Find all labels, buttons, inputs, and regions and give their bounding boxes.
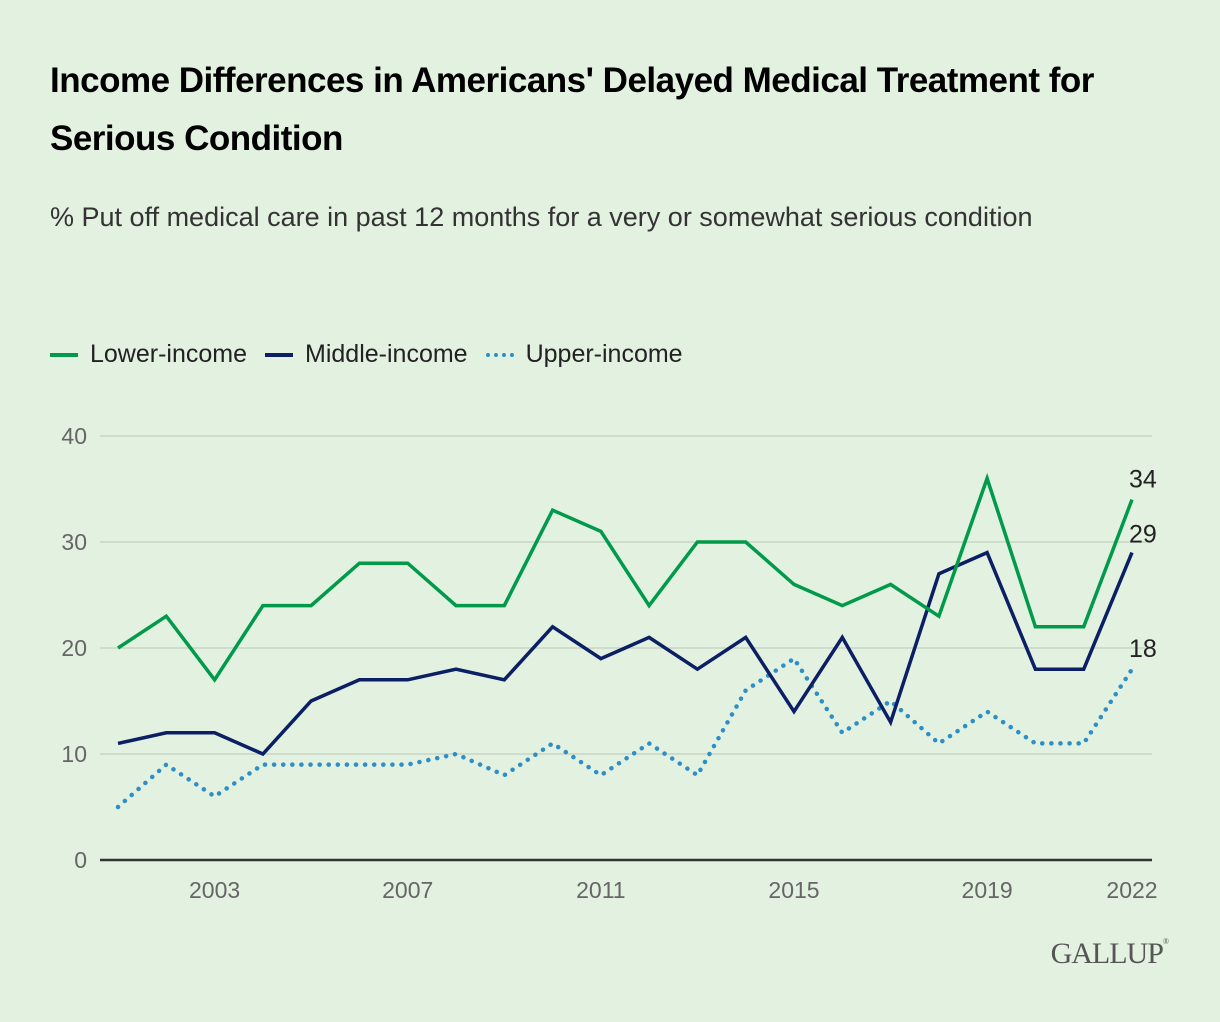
x-tick-label: 2015 [768, 877, 819, 903]
x-tick-label: 2007 [382, 877, 433, 903]
legend-label-lower-income: Lower-income [90, 340, 248, 368]
series-line-middle-income [117, 550, 1134, 757]
legend-swatch-lower-income [50, 352, 78, 357]
y-tick-label: 0 [74, 847, 87, 873]
legend-label-middle-income: Middle-income [305, 340, 468, 368]
end-label-lower-income: 34 [1129, 466, 1157, 494]
y-axis-ticks: 0 10 20 30 40 [61, 423, 87, 873]
legend-label-upper-income: Upper-income [525, 340, 683, 368]
chart-subtitle: % Put off medical care in past 12 months… [50, 202, 1033, 232]
y-tick-label: 10 [61, 741, 87, 767]
legend-item-upper-income: Upper-income [485, 340, 683, 369]
series-line-upper-income [115, 655, 1135, 810]
x-tick-label: 2003 [189, 877, 240, 903]
x-tick-label: 2019 [962, 877, 1013, 903]
series-line-lower-income [117, 472, 1134, 683]
logo-registered-mark: ® [1162, 937, 1169, 946]
x-tick-label: 2011 [576, 877, 625, 903]
chart-title: Income Differences in Americans' Delayed… [50, 61, 1094, 158]
legend-item-lower-income: Lower-income [50, 340, 247, 369]
end-label-upper-income: 18 [1129, 635, 1157, 663]
end-label-middle-income: 29 [1129, 521, 1157, 549]
y-tick-label: 20 [61, 635, 87, 661]
logo-text: GALLUP [1050, 937, 1164, 970]
end-labels: 34 29 18 [1129, 466, 1157, 664]
y-tick-label: 30 [61, 529, 87, 555]
series-lines [115, 472, 1135, 810]
legend: Lower-income Middle-income Upper-income [50, 340, 701, 369]
x-axis-ticks: 2003 2007 2011 2015 2019 2022 [189, 877, 1158, 903]
gallup-logo: GALLUP® [1050, 937, 1169, 971]
legend-item-middle-income: Middle-income [265, 340, 468, 369]
x-tick-label: 2022 [1106, 877, 1157, 903]
legend-swatch-upper-income [485, 352, 514, 357]
legend-swatch-middle-income [265, 352, 294, 357]
y-tick-label: 40 [61, 423, 87, 449]
